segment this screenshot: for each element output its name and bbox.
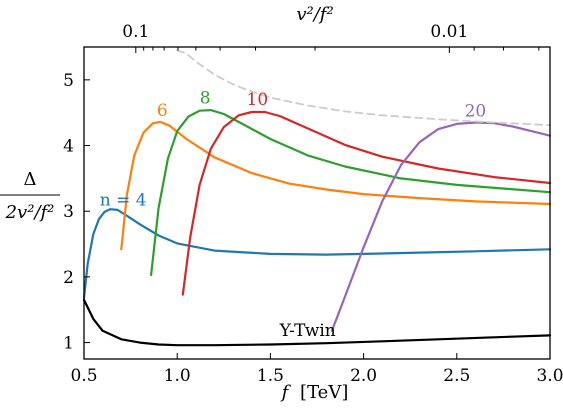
x-tick-label: 3.0 xyxy=(536,366,563,386)
top-axis-label: v²/f² xyxy=(296,4,333,25)
x-axis-label-var: f xyxy=(280,382,292,403)
x-tick-label: 2.5 xyxy=(443,366,470,386)
y-axis-label: Δ 2v²/f² xyxy=(0,169,60,223)
y-tick-label: 3 xyxy=(63,202,74,222)
x-tick-label: 1.5 xyxy=(257,366,284,386)
curve-label: 10 xyxy=(247,90,269,110)
series-line-20 xyxy=(330,121,552,332)
y-tick-label: 2 xyxy=(63,268,74,288)
series-line-8 xyxy=(150,109,552,276)
plot-frame xyxy=(83,46,551,360)
annotations-layer: n = 4 6 8 10 20 Y-Twin xyxy=(100,88,487,341)
x-tick-label: 2.0 xyxy=(350,366,377,386)
curve-label: 6 xyxy=(157,101,168,121)
curves-layer xyxy=(82,49,552,347)
top-tick-label: 0.01 xyxy=(430,22,468,42)
curve-label: Y-Twin xyxy=(279,321,336,341)
curve-label: 8 xyxy=(200,88,211,108)
curve-label: n = 4 xyxy=(100,190,147,210)
y-tick-label: 1 xyxy=(63,334,74,354)
series-line-10 xyxy=(181,110,552,296)
series-line-y-twin xyxy=(82,298,552,347)
x-tick-label: 0.5 xyxy=(70,366,97,386)
y-tick-label: 5 xyxy=(63,71,74,91)
x-axis-label: f [TeV] xyxy=(280,382,349,403)
series-line-6 xyxy=(120,120,552,251)
y-axis-label-numerator: Δ xyxy=(24,169,37,190)
top-tick-label: 0.1 xyxy=(122,22,149,42)
series-line-n-4 xyxy=(82,208,552,299)
dashed-bound-line xyxy=(176,49,551,127)
x-axis-label-unit: [TeV] xyxy=(300,382,348,403)
ticks-layer: 0.5 1.0 1.5 2.0 2.5 3.0 1 2 3 4 5 0.1 0.01 xyxy=(63,22,563,386)
x-tick-label: 1.0 xyxy=(164,366,191,386)
curve-label: 20 xyxy=(465,102,487,122)
y-tick-label: 4 xyxy=(63,137,74,157)
y-axis-label-denominator: 2v²/f² xyxy=(5,202,55,223)
